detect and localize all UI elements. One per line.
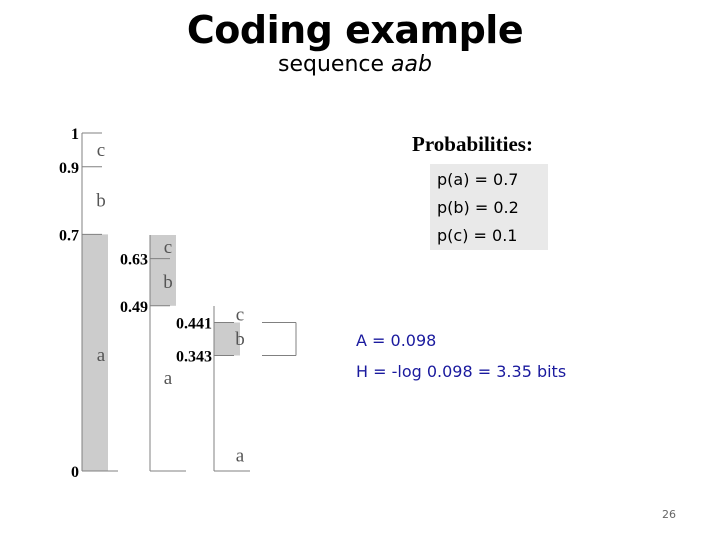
symbol-label-a: a	[164, 368, 173, 389]
slide-subtitle: sequence aab	[0, 52, 710, 77]
tick-label: 0.9	[59, 160, 79, 177]
probability-c: p(c) = 0.1	[437, 226, 518, 245]
probabilities-box: p(a) = 0.7 p(b) = 0.2 p(c) = 0.1	[430, 164, 548, 250]
probability-a: p(a) = 0.7	[437, 170, 519, 189]
probability-b: p(b) = 0.2	[437, 198, 519, 217]
subtitle-sequence: aab	[391, 52, 432, 77]
symbol-label-a: a	[236, 446, 245, 467]
subtitle-prefix: sequence	[278, 52, 392, 77]
symbol-label-b: b	[163, 272, 173, 293]
symbol-label-b: b	[96, 191, 106, 212]
symbol-label-b: b	[235, 329, 245, 350]
tick-label: 0.49	[120, 299, 148, 316]
entropy-result: H = -log 0.098 = 3.35 bits	[356, 362, 567, 381]
symbol-label-c: c	[236, 304, 244, 325]
tick-label: 1	[71, 126, 79, 143]
tick-label: 0.7	[59, 227, 79, 244]
symbol-label-a: a	[97, 345, 106, 366]
symbol-label-c: c	[97, 140, 105, 161]
symbol-label-c: c	[164, 237, 172, 258]
probabilities-heading: Probabilities:	[412, 132, 533, 156]
tick-label: 0	[71, 464, 79, 481]
tick-label: 0.343	[176, 349, 212, 366]
page-number: 26	[662, 508, 676, 521]
area-result: A = 0.098	[356, 331, 437, 350]
slide-title: Coding example	[186, 8, 524, 52]
interval-bar-stage-2	[150, 235, 176, 306]
tick-label: 0.63	[120, 252, 148, 269]
interval-bar-stage-3	[214, 322, 240, 356]
interval-bar-stage-1	[82, 234, 108, 471]
tick-label: 0.441	[176, 316, 212, 333]
